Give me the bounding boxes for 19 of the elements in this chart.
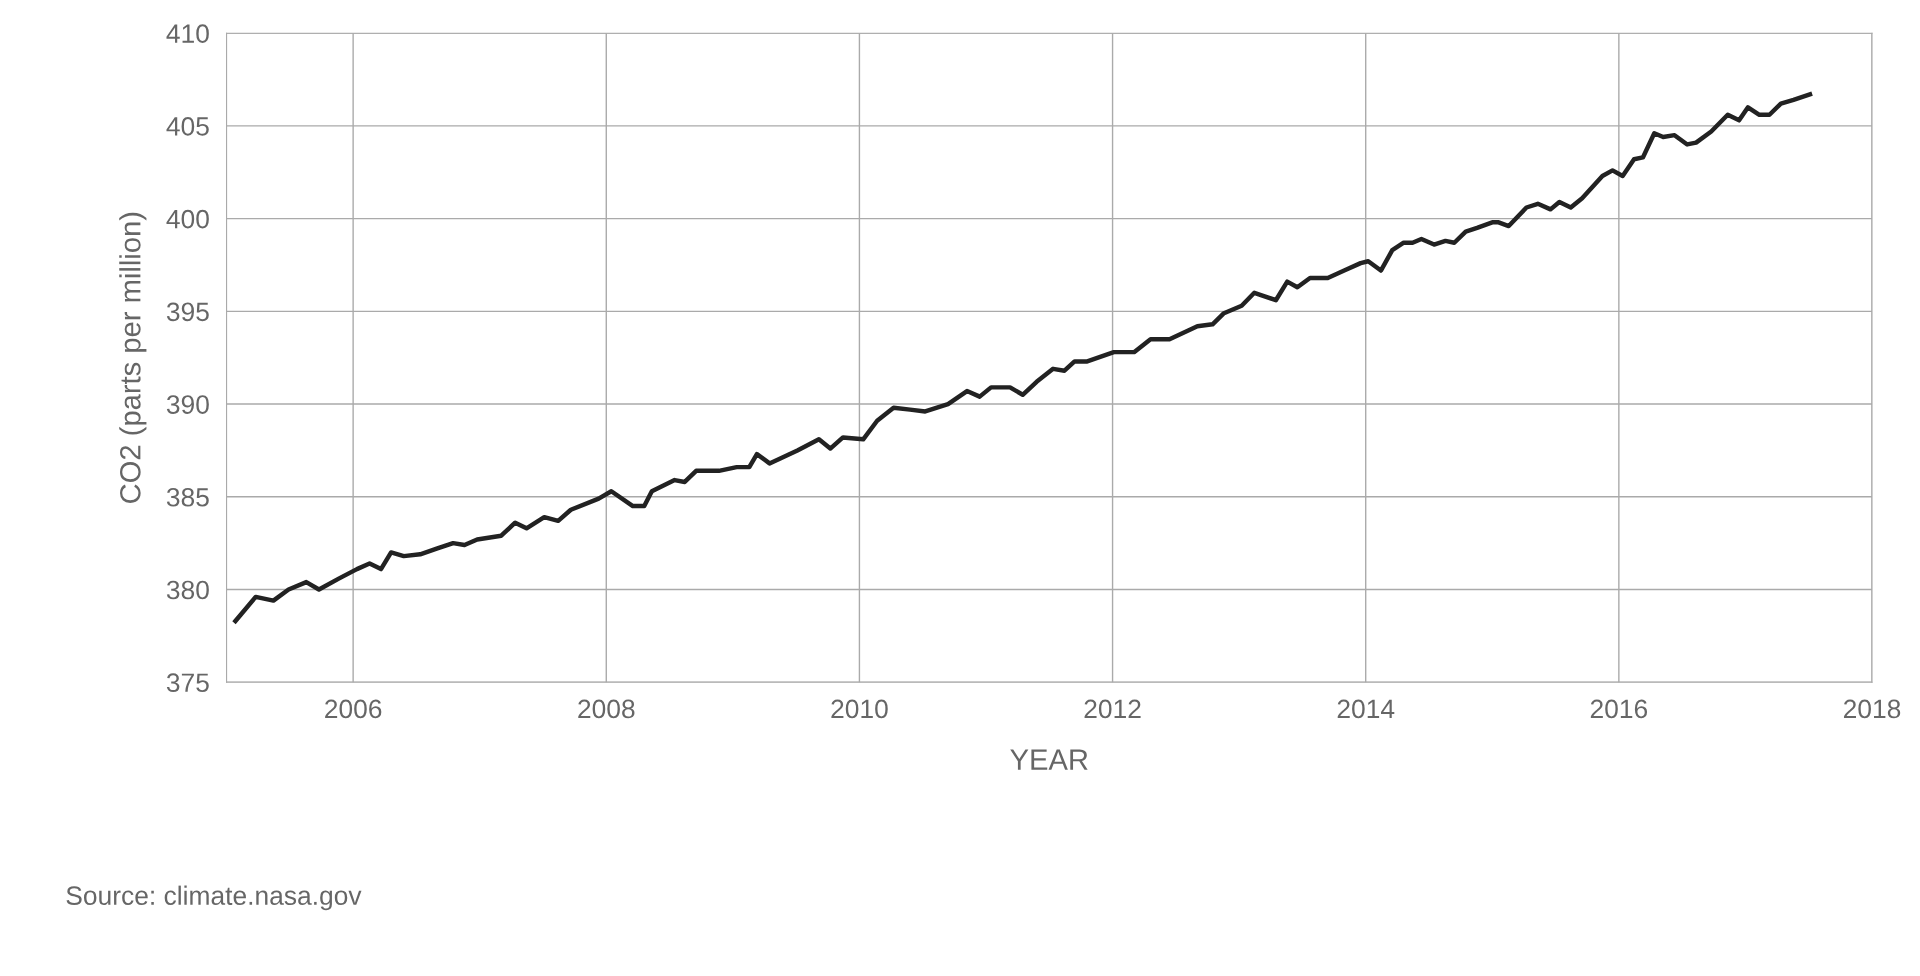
x-tick-label: 2010 [831, 699, 888, 719]
x-tick-label: 2018 [1843, 699, 1901, 719]
x-tick-label: 2008 [578, 699, 635, 719]
y-tick-label: 400 [166, 209, 209, 229]
y-tick-label: 375 [166, 673, 209, 693]
x-tick-label: 2006 [325, 699, 382, 719]
x-tick-label: 2016 [1590, 699, 1648, 719]
x-tick-label: 2014 [1337, 699, 1395, 719]
source-note: Source: climate.nasa.gov [66, 885, 362, 911]
x-axis-title: YEAR [1010, 749, 1088, 770]
y-tick-label: 380 [166, 580, 209, 600]
y-axis-title: CO2 (parts per million) [119, 212, 147, 503]
x-tick-label: 2012 [1084, 699, 1141, 719]
y-tick-label: 395 [166, 302, 209, 322]
y-tick-label: 405 [166, 117, 209, 136]
y-tick-label: 385 [166, 487, 209, 507]
y-tick-label: 390 [166, 395, 209, 414]
line-series [233, 92, 1813, 624]
y-tick-label: 410 [166, 24, 209, 44]
